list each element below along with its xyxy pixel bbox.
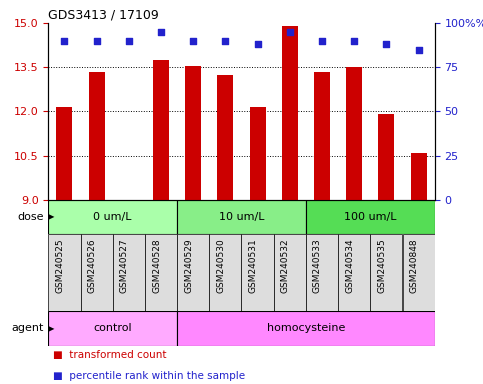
Text: GSM240848: GSM240848 — [410, 238, 419, 293]
Bar — [370, 234, 402, 311]
Text: control: control — [93, 323, 132, 333]
Text: GSM240529: GSM240529 — [184, 238, 193, 293]
Point — [189, 38, 197, 44]
Bar — [209, 234, 242, 311]
Text: GSM240532: GSM240532 — [281, 238, 290, 293]
Bar — [57, 107, 72, 200]
Text: GSM240530: GSM240530 — [216, 238, 226, 293]
Text: ▶: ▶ — [48, 324, 54, 333]
Bar — [48, 311, 177, 346]
Bar — [306, 234, 338, 311]
Bar — [250, 107, 266, 200]
Bar — [217, 74, 233, 200]
Bar — [411, 152, 426, 200]
Bar — [242, 234, 274, 311]
Text: 0 um/L: 0 um/L — [93, 212, 132, 222]
Bar — [274, 234, 306, 311]
Point — [93, 38, 100, 44]
Point — [350, 38, 358, 44]
Text: GSM240534: GSM240534 — [345, 238, 354, 293]
Point — [125, 38, 133, 44]
Bar — [185, 66, 201, 200]
Point — [415, 46, 423, 53]
Text: GSM240531: GSM240531 — [249, 238, 257, 293]
Text: GSM240527: GSM240527 — [120, 238, 129, 293]
Point — [286, 29, 294, 35]
Text: agent: agent — [11, 323, 43, 333]
Text: GSM240526: GSM240526 — [87, 238, 97, 293]
Bar — [346, 67, 362, 200]
Text: GSM240528: GSM240528 — [152, 238, 161, 293]
Point — [318, 38, 326, 44]
Text: ▶: ▶ — [48, 212, 54, 222]
Bar — [48, 200, 177, 234]
Text: 10 um/L: 10 um/L — [219, 212, 264, 222]
Bar — [153, 60, 169, 200]
Text: GDS3413 / 17109: GDS3413 / 17109 — [48, 9, 159, 22]
Text: ■  percentile rank within the sample: ■ percentile rank within the sample — [53, 371, 245, 381]
Bar — [282, 26, 298, 200]
Text: dose: dose — [17, 212, 43, 222]
Text: ■  transformed count: ■ transformed count — [53, 350, 167, 360]
Text: homocysteine: homocysteine — [267, 323, 345, 333]
Bar — [177, 311, 435, 346]
Bar — [145, 234, 177, 311]
Bar — [338, 234, 370, 311]
Point — [254, 41, 261, 47]
Text: 100 um/L: 100 um/L — [344, 212, 397, 222]
Text: GSM240535: GSM240535 — [377, 238, 386, 293]
Text: GSM240525: GSM240525 — [56, 238, 64, 293]
Text: GSM240533: GSM240533 — [313, 238, 322, 293]
Bar — [402, 234, 435, 311]
Bar — [314, 71, 330, 200]
Point — [157, 29, 165, 35]
Bar — [113, 234, 145, 311]
Point — [222, 38, 229, 44]
Bar — [378, 114, 395, 200]
Bar — [177, 234, 209, 311]
Bar — [306, 200, 435, 234]
Point — [60, 38, 68, 44]
Bar — [48, 234, 81, 311]
Bar — [88, 71, 105, 200]
Point — [383, 41, 390, 47]
Bar — [177, 200, 306, 234]
Bar — [81, 234, 113, 311]
